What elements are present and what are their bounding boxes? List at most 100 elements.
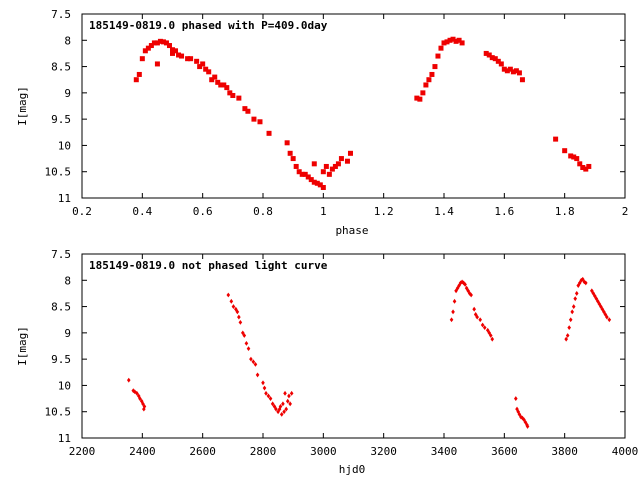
data-point	[525, 424, 530, 429]
data-point	[482, 325, 487, 330]
data-point	[154, 61, 160, 67]
data-point	[473, 312, 478, 317]
data-point	[255, 372, 260, 378]
data-point	[244, 340, 249, 346]
data-point	[151, 40, 157, 46]
x-tick-label: 3000	[310, 445, 337, 458]
data-point	[251, 359, 256, 365]
data-point	[284, 140, 290, 146]
data-point	[344, 158, 350, 164]
y-tick-label: 11	[58, 192, 71, 205]
data-point	[266, 393, 271, 399]
data-point	[571, 154, 577, 160]
data-point	[510, 69, 516, 75]
data-point	[206, 69, 212, 75]
data-point	[230, 92, 236, 98]
data-point	[285, 398, 290, 404]
data-point	[475, 314, 479, 320]
x-tick-label: 1.4	[434, 205, 454, 218]
y-tick-label: 9.5	[51, 113, 71, 126]
data-point	[274, 406, 278, 412]
x-tick-label: 0.2	[72, 205, 92, 218]
data-point	[203, 66, 209, 72]
data-point	[438, 45, 444, 51]
data-point	[583, 166, 589, 172]
data-point	[423, 82, 429, 88]
plot-frame	[81, 253, 626, 439]
data-point	[188, 56, 194, 62]
data-point	[522, 417, 526, 422]
data-point	[335, 161, 341, 167]
data-point	[498, 61, 504, 67]
data-point	[320, 169, 326, 175]
data-point	[478, 317, 482, 323]
data-point	[288, 401, 292, 407]
x-axis-label: phase	[335, 224, 368, 237]
x-tick-label: 1.6	[494, 205, 514, 218]
data-point	[567, 325, 571, 330]
data-point	[163, 40, 169, 46]
data-point	[160, 39, 166, 45]
y-axis-label: I[mag]	[16, 86, 29, 126]
data-point	[600, 306, 605, 312]
x-tick-label: 0.6	[193, 205, 213, 218]
data-point	[571, 304, 576, 309]
data-point	[513, 396, 518, 401]
data-point	[270, 401, 275, 407]
x-tick-label: 3600	[491, 445, 518, 458]
data-point	[311, 179, 317, 185]
data-point	[139, 56, 145, 62]
data-point	[209, 77, 215, 83]
x-tick-label: 4000	[612, 445, 639, 458]
x-tick-label: 1.8	[555, 205, 575, 218]
data-point	[215, 79, 221, 85]
data-point	[293, 163, 299, 169]
x-tick-label: 3800	[551, 445, 578, 458]
data-point	[562, 148, 568, 154]
y-tick-label: 7.5	[51, 248, 71, 261]
data-point	[607, 317, 612, 323]
data-point	[264, 390, 268, 396]
data-point	[490, 336, 495, 342]
data-point	[472, 306, 476, 312]
data-point	[145, 45, 151, 51]
data-point	[449, 317, 454, 323]
data-point	[238, 319, 243, 325]
data-point	[281, 401, 285, 407]
x-tick-label: 2400	[129, 445, 156, 458]
data-point	[516, 70, 522, 76]
data-point	[492, 56, 498, 62]
plot-frame	[81, 13, 626, 199]
data-point	[568, 153, 574, 159]
data-point	[154, 40, 160, 46]
data-point	[329, 166, 335, 172]
data-point	[586, 163, 592, 169]
data-point	[317, 182, 323, 188]
data-point	[495, 58, 501, 64]
data-point	[326, 171, 332, 177]
data-point	[605, 314, 609, 320]
data-point	[570, 309, 575, 315]
data-point	[170, 47, 175, 53]
data-point	[347, 150, 353, 156]
data-point	[279, 411, 284, 417]
data-point	[459, 40, 465, 46]
data-point	[564, 336, 568, 342]
data-point	[166, 43, 172, 49]
data-point	[441, 40, 447, 46]
data-point	[435, 53, 441, 59]
data-point	[253, 362, 258, 367]
data-point	[519, 77, 525, 83]
chart-title: 185149-0819.0 not phased light curve	[89, 259, 328, 272]
data-point	[450, 36, 456, 42]
data-point	[580, 165, 586, 171]
data-point	[278, 404, 283, 409]
data-point	[488, 333, 493, 338]
data-point	[200, 61, 206, 67]
data-point	[432, 64, 438, 70]
data-point	[417, 96, 423, 102]
data-point	[302, 171, 308, 177]
x-tick-label: 2	[622, 205, 629, 218]
y-tick-label: 8.5	[51, 61, 71, 74]
